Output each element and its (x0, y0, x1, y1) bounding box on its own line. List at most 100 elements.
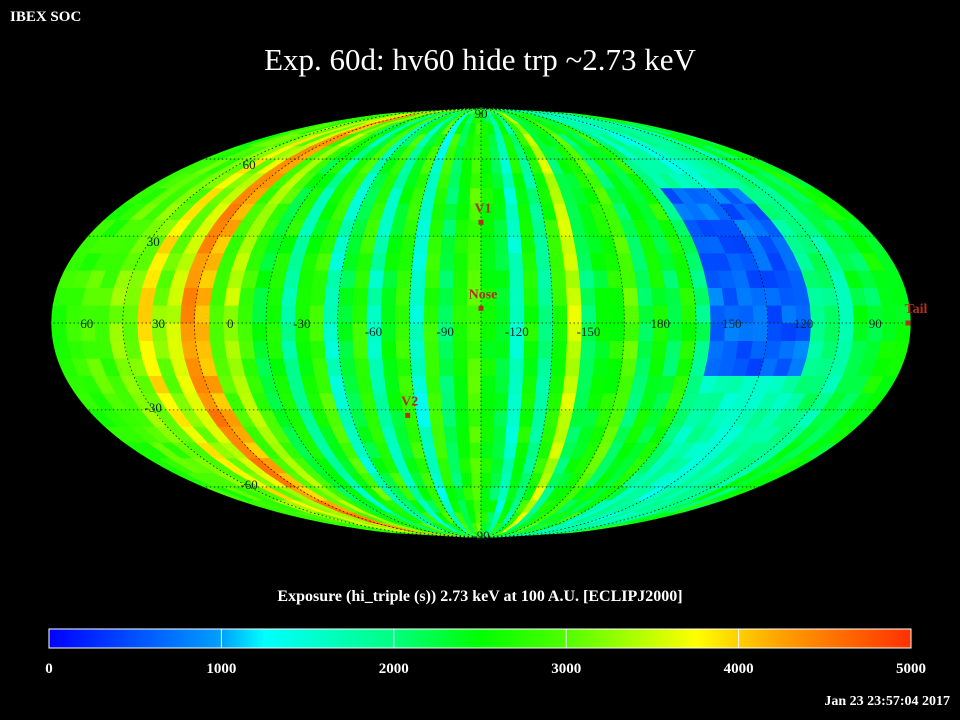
exposure-cell (380, 304, 396, 324)
chart-title: Exp. 60d: hv60 hide trp ~2.73 keV (264, 42, 696, 77)
exposure-cell (93, 322, 110, 342)
exposure-cell (561, 375, 579, 394)
exposure-cell (516, 203, 532, 220)
exposure-cell (383, 375, 401, 394)
exposure-cell (381, 357, 398, 377)
exposure-cell (546, 392, 563, 411)
exposure-cell (565, 340, 582, 359)
exposure-cell (533, 392, 550, 411)
exposure-cell (455, 203, 470, 220)
exposure-cell (480, 133, 490, 147)
exposure-cell (337, 304, 353, 324)
exposure-cell (752, 322, 769, 342)
exposure-cell (469, 172, 482, 189)
meridian-line (193, 107, 482, 539)
exposure-cell (353, 357, 371, 377)
exposure-cell (323, 340, 340, 359)
exposure-cell (394, 340, 411, 359)
exposure-cell (441, 219, 457, 237)
exposure-cell (93, 304, 110, 324)
exposure-cell (508, 269, 524, 289)
exposure-cell (136, 304, 153, 324)
exposure-cell (591, 357, 609, 377)
marker-label-v1: V1 (474, 201, 491, 216)
exposure-cell (522, 269, 538, 289)
exposure-cell (607, 340, 625, 359)
exposure-cell (365, 304, 382, 324)
exposure-cell (480, 499, 490, 513)
exposure-cell (452, 340, 468, 359)
exposure-cell (339, 269, 357, 289)
exposure-cell (442, 426, 458, 443)
exposure-cell (394, 287, 411, 306)
marker-nose (478, 305, 484, 311)
longitude-label: -150 (577, 324, 601, 339)
longitude-label: -30 (293, 316, 310, 331)
exposure-cell (480, 322, 496, 342)
exposure-cell (706, 340, 725, 359)
exposure-cell (523, 287, 539, 306)
exposure-cell (550, 357, 567, 377)
exposure-cell (548, 252, 565, 271)
exposure-cell (367, 269, 385, 289)
exposure-cell (516, 426, 532, 443)
exposure-cell (692, 340, 710, 359)
exposure-cell (480, 357, 496, 377)
exposure-cell (452, 375, 468, 394)
exposure-cell (452, 287, 468, 306)
exposure-cell (506, 392, 523, 411)
exposure-cell (237, 340, 256, 359)
exposure-cell (577, 357, 595, 377)
exposure-cell (519, 392, 536, 411)
exposure-cell (664, 340, 682, 359)
exposure-cell (470, 158, 482, 174)
exposure-cell (236, 322, 253, 342)
exposure-cell (622, 287, 639, 306)
exposure-cell (366, 340, 383, 359)
exposure-cell (456, 187, 471, 204)
exposure-cell (136, 322, 153, 342)
longitude-label: 180 (650, 316, 670, 331)
exposure-cell (452, 357, 468, 377)
exposure-cell (537, 322, 554, 342)
exposure-cell (352, 287, 369, 306)
exposure-cell (518, 409, 534, 427)
exposure-cell (530, 409, 547, 427)
exposure-cell (721, 340, 739, 359)
exposure-cell (426, 392, 443, 411)
exposure-cell (594, 304, 611, 324)
exposure-cell (470, 472, 482, 488)
longitude-label: -120 (505, 324, 529, 339)
exposure-cell (537, 287, 553, 306)
exposure-cell (480, 392, 495, 411)
exposure-cell (680, 322, 697, 342)
exposure-cell (752, 304, 769, 324)
exposure-cell (523, 340, 539, 359)
longitude-label: -60 (365, 324, 382, 339)
exposure-cell (480, 172, 493, 189)
exposure-cell (494, 304, 511, 324)
exposure-cell (64, 322, 82, 342)
markers: V1 Nose V2 Tail (401, 201, 928, 418)
exposure-cell (494, 252, 510, 271)
exposure-cell (265, 304, 282, 324)
exposure-cell (265, 322, 282, 342)
exposure-cell (506, 235, 523, 254)
exposure-cell (480, 442, 494, 459)
exposure-cell (380, 322, 396, 342)
exposure-cell (411, 375, 428, 394)
exposure-cell (395, 357, 412, 377)
exposure-cell (458, 172, 472, 189)
exposure-cell (551, 287, 568, 306)
exposure-cell (426, 235, 443, 254)
exposure-cell (575, 375, 593, 394)
exposure-cell (505, 219, 521, 237)
exposure-cell (337, 340, 355, 359)
exposure-cell (721, 287, 739, 306)
exposure-cell (437, 304, 453, 324)
exposure-cell (579, 287, 596, 306)
exposure-cell (564, 269, 581, 289)
exposure-cell (480, 426, 494, 443)
exposure-cell (507, 252, 524, 271)
